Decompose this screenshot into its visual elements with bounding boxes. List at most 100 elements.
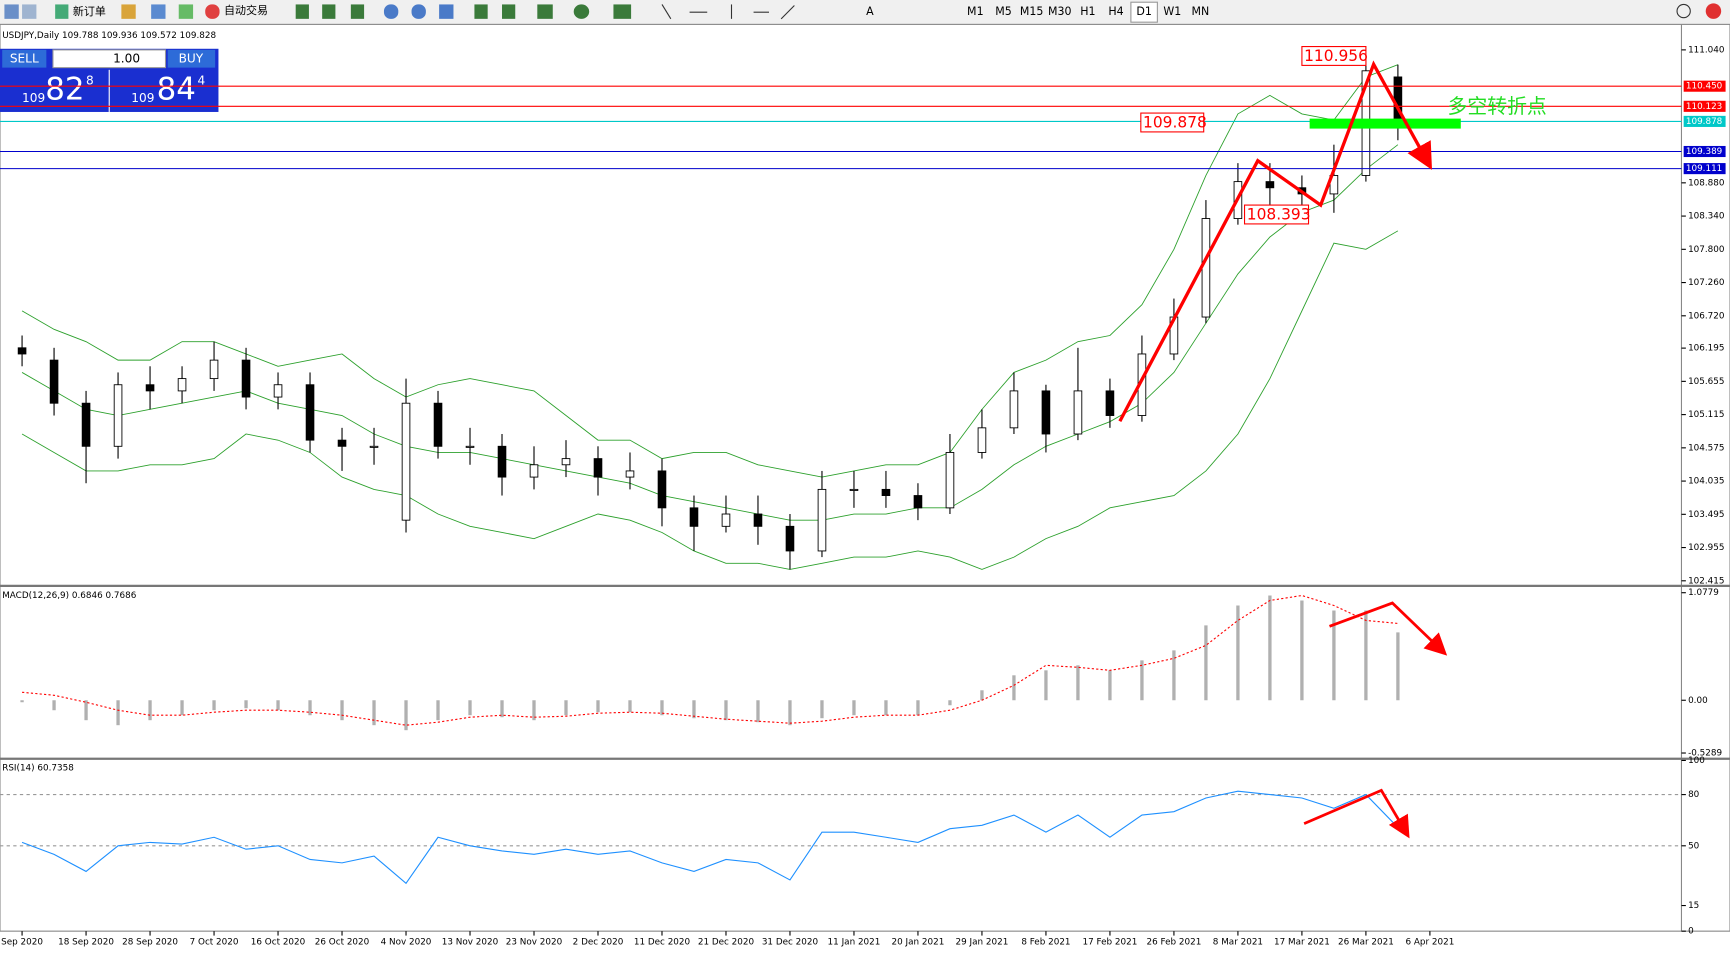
icon[interactable] bbox=[474, 4, 488, 19]
icon[interactable] bbox=[178, 4, 194, 19]
buy-label[interactable]: BUY bbox=[179, 51, 204, 65]
y-tick-label: 106.720 bbox=[1688, 311, 1725, 321]
lot-value[interactable]: 1.00 bbox=[113, 51, 140, 65]
price-level-label: 109.389 bbox=[1686, 147, 1722, 157]
candle-body bbox=[337, 439, 347, 447]
zoom-out[interactable] bbox=[411, 4, 426, 19]
icon[interactable] bbox=[573, 4, 590, 19]
ask-sup[interactable]: 4 bbox=[197, 73, 205, 87]
candle-body bbox=[305, 384, 315, 441]
y-tick-label: 107.260 bbox=[1688, 278, 1725, 288]
x-tick-label: 31 Dec 2020 bbox=[762, 938, 819, 948]
candle-body bbox=[49, 359, 59, 404]
icon[interactable] bbox=[613, 4, 632, 19]
timeframe-button[interactable]: M30 bbox=[1048, 5, 1072, 18]
candle-body bbox=[241, 359, 251, 398]
sell-button[interactable] bbox=[2, 49, 47, 68]
cursor-tool[interactable] bbox=[661, 4, 672, 20]
sell-label[interactable]: SELL bbox=[10, 51, 39, 65]
candle-body bbox=[113, 384, 123, 447]
x-tick-label: 17 Mar 2021 bbox=[1274, 938, 1330, 948]
bollinger-band bbox=[21, 144, 1399, 521]
price-level-tag bbox=[1683, 163, 1726, 175]
icon[interactable] bbox=[537, 4, 553, 19]
x-tick-label: 28 Sep 2020 bbox=[122, 938, 178, 948]
search[interactable] bbox=[1676, 3, 1691, 19]
candle-body bbox=[145, 384, 155, 392]
candle-body bbox=[881, 488, 891, 496]
y-tick-label: 108.880 bbox=[1688, 178, 1725, 188]
text-tool[interactable]: A bbox=[866, 5, 874, 18]
timeframe-button[interactable]: H1 bbox=[1080, 5, 1095, 18]
candle-body bbox=[1009, 390, 1019, 429]
turning-point-label: 多空转折点 bbox=[1448, 95, 1547, 118]
bid-prefix[interactable]: 109 bbox=[22, 91, 45, 105]
candle-body bbox=[657, 470, 667, 509]
y-tick-label: 108.340 bbox=[1688, 212, 1725, 222]
x-tick-label: 8 Feb 2021 bbox=[1021, 938, 1070, 948]
icon[interactable] bbox=[322, 4, 336, 19]
x-tick-label: 26 Oct 2020 bbox=[315, 938, 370, 948]
x-tick-label: 8 Mar 2021 bbox=[1213, 938, 1263, 948]
notifications[interactable] bbox=[1705, 3, 1722, 19]
bollinger-band bbox=[21, 64, 1399, 478]
y-tick-label: 111.040 bbox=[1688, 45, 1725, 55]
candle-body bbox=[625, 470, 635, 478]
autotrade-button[interactable]: 自动交易 bbox=[224, 3, 268, 17]
tile[interactable] bbox=[439, 4, 454, 19]
zoom-in[interactable] bbox=[383, 4, 399, 19]
new-order-icon[interactable] bbox=[55, 4, 69, 19]
candle-body bbox=[497, 445, 507, 478]
icon[interactable] bbox=[22, 4, 37, 19]
price-annotation: 109.878 bbox=[1143, 114, 1207, 132]
icon[interactable] bbox=[295, 4, 309, 19]
icon[interactable] bbox=[4, 4, 19, 19]
bid-sup[interactable]: 8 bbox=[86, 73, 94, 87]
candle-body bbox=[209, 359, 219, 380]
icon[interactable] bbox=[350, 4, 365, 19]
buy-button[interactable] bbox=[167, 49, 216, 68]
pane-title: MACD(12,26,9) 0.6846 0.7686 bbox=[2, 591, 137, 601]
autotrade-icon[interactable] bbox=[205, 4, 220, 19]
candle-body bbox=[593, 458, 603, 478]
candle-body bbox=[1105, 390, 1115, 416]
price-annotation: 108.393 bbox=[1247, 206, 1311, 224]
candle-body bbox=[81, 402, 91, 447]
ask-big[interactable]: 84 bbox=[157, 71, 196, 107]
timeframe-button[interactable]: M15 bbox=[1020, 5, 1044, 18]
new-order-button[interactable]: 新订单 bbox=[73, 4, 106, 18]
timeframe-button[interactable]: W1 bbox=[1163, 5, 1181, 18]
candle-body bbox=[785, 525, 795, 552]
icon[interactable] bbox=[502, 4, 516, 19]
bollinger-band bbox=[21, 230, 1399, 570]
price-level-label: 110.450 bbox=[1686, 82, 1723, 92]
rsi-line bbox=[21, 790, 1399, 885]
timeframe-button[interactable]: M1 bbox=[967, 5, 984, 18]
timeframe-button[interactable]: MN bbox=[1192, 5, 1210, 18]
timeframe-button[interactable]: M5 bbox=[995, 5, 1012, 18]
candle-body bbox=[17, 347, 27, 355]
trend-tool[interactable] bbox=[780, 5, 795, 20]
candle-body bbox=[849, 488, 859, 491]
trend-arrow bbox=[1118, 60, 1433, 423]
timeframe-button[interactable]: D1 bbox=[1136, 5, 1152, 18]
candle-body bbox=[817, 488, 827, 552]
y-tick-label: 80 bbox=[1688, 790, 1700, 800]
y-tick-label: 100 bbox=[1688, 756, 1705, 766]
timeframe-button[interactable]: H4 bbox=[1108, 5, 1123, 18]
candle-body bbox=[721, 513, 731, 527]
y-tick-label: 102.955 bbox=[1688, 543, 1724, 553]
x-tick-label: 17 Feb 2021 bbox=[1083, 938, 1138, 948]
candle-body bbox=[945, 452, 955, 509]
chart-area bbox=[0, 23, 1730, 932]
price-annotation-box bbox=[1301, 46, 1367, 66]
ask-prefix[interactable]: 109 bbox=[131, 91, 154, 105]
x-tick-label: 26 Mar 2021 bbox=[1338, 938, 1394, 948]
icon[interactable] bbox=[121, 4, 136, 19]
x-tick-label: 11 Jan 2021 bbox=[828, 938, 881, 948]
icon[interactable] bbox=[151, 4, 166, 19]
candle-body bbox=[1073, 390, 1083, 435]
lot-input[interactable] bbox=[52, 49, 167, 69]
bid-big[interactable]: 82 bbox=[45, 71, 84, 107]
